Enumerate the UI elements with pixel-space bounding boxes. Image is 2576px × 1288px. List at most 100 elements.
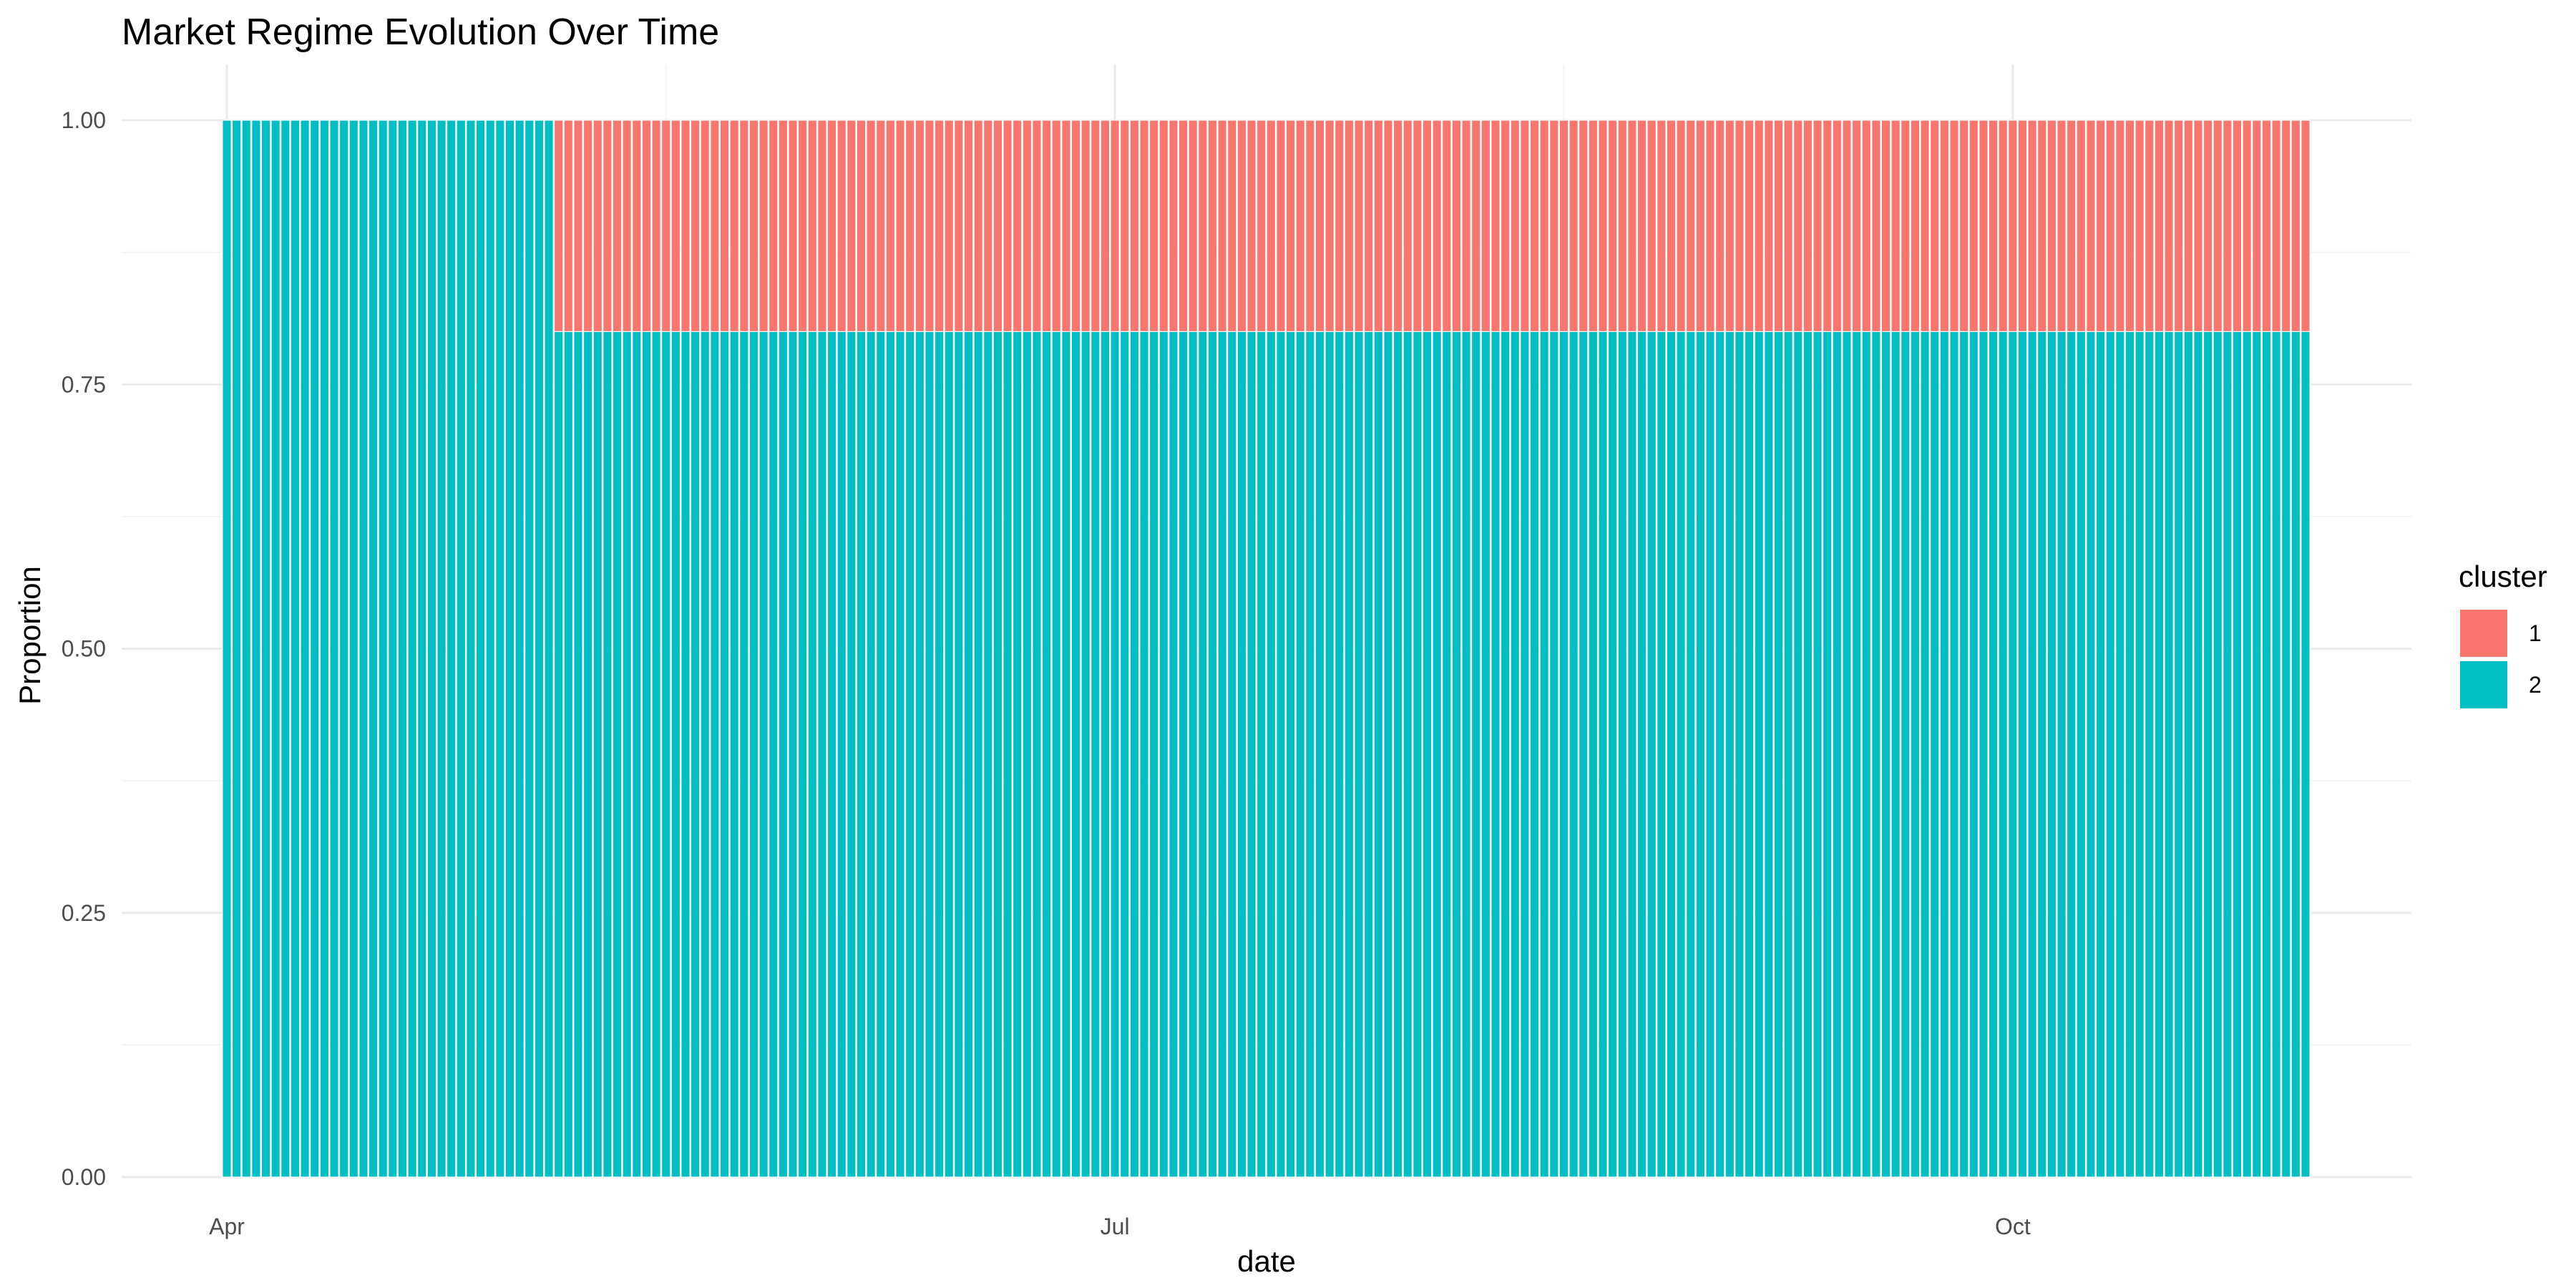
bar-segment-cluster-1 — [1939, 119, 1950, 332]
bar-segment-cluster-2 — [895, 331, 905, 1178]
bar-segment-cluster-1 — [1920, 119, 1930, 332]
bar-segment-cluster-1 — [1832, 119, 1843, 332]
bar-segment-cluster-2 — [1558, 331, 1569, 1178]
bar-segment-cluster-2 — [2223, 331, 2233, 1178]
bar-segment-cluster-2 — [866, 331, 876, 1178]
bar-segment-cluster-2 — [1636, 331, 1647, 1178]
bar-segment-cluster-2 — [1714, 331, 1725, 1178]
bar-segment-cluster-1 — [2212, 119, 2223, 332]
bar-segment-cluster-1 — [2124, 119, 2135, 332]
bar-segment-cluster-1 — [1636, 119, 1647, 332]
bar-segment-cluster-2 — [426, 119, 437, 1178]
bar-segment-cluster-1 — [1676, 119, 1686, 332]
legend-title: cluster — [2459, 560, 2547, 593]
bar-segment-cluster-2 — [983, 331, 993, 1178]
axes: 0.00 0.25 0.50 0.75 1.00 Apr Jul Oct — [62, 107, 2031, 1239]
bar-segment-cluster-2 — [1022, 331, 1033, 1178]
y-tick-label: 0.25 — [62, 900, 106, 926]
bar-segment-cluster-1 — [1080, 119, 1091, 332]
bar-segment-cluster-2 — [1744, 331, 1755, 1178]
bar-segment-cluster-1 — [1402, 119, 1413, 332]
bar-segment-cluster-1 — [973, 119, 983, 332]
bar-segment-cluster-2 — [1324, 331, 1335, 1178]
bar-segment-cluster-1 — [769, 119, 779, 332]
bar-segment-cluster-1 — [1588, 119, 1599, 332]
bar-segment-cluster-1 — [992, 119, 1003, 332]
bar-segment-cluster-2 — [2232, 331, 2243, 1178]
bar-segment-cluster-1 — [2154, 119, 2165, 332]
bar-segment-cluster-1 — [1686, 119, 1696, 332]
bar-segment-cluster-2 — [338, 119, 349, 1178]
bar-segment-cluster-2 — [1061, 331, 1071, 1178]
bar-segment-cluster-2 — [2008, 331, 2018, 1178]
bar-segment-cluster-2 — [1139, 331, 1149, 1178]
bar-segment-cluster-2 — [1217, 331, 1227, 1178]
bar-segment-cluster-1 — [1324, 119, 1335, 332]
bar-segment-cluster-1 — [2105, 119, 2115, 332]
bar-segment-cluster-1 — [1110, 119, 1120, 332]
bar-segment-cluster-2 — [1910, 331, 1921, 1178]
bar-segment-cluster-2 — [378, 119, 388, 1178]
bar-segment-cluster-1 — [729, 119, 739, 332]
bar-segment-cluster-2 — [1129, 331, 1140, 1178]
bar-segment-cluster-2 — [1617, 331, 1628, 1178]
bar-segment-cluster-2 — [778, 331, 789, 1178]
chart-title: Market Regime Evolution Over Time — [122, 11, 719, 53]
bar-segment-cluster-2 — [260, 119, 271, 1178]
bar-segment-cluster-1 — [1120, 119, 1130, 332]
bar-segment-cluster-2 — [934, 331, 945, 1178]
bar-segment-cluster-2 — [1568, 331, 1579, 1178]
bar-segment-cluster-2 — [660, 331, 671, 1178]
bar-segment-cluster-2 — [1402, 331, 1413, 1178]
bar-segment-cluster-1 — [2145, 119, 2155, 332]
bar-segment-cluster-2 — [2261, 331, 2272, 1178]
bar-segment-cluster-1 — [1851, 119, 1862, 332]
bar-segment-cluster-2 — [475, 119, 486, 1178]
bar-segment-cluster-1 — [2115, 119, 2125, 332]
bar-segment-cluster-2 — [1100, 331, 1111, 1178]
bar-segment-cluster-1 — [758, 119, 769, 332]
bar-segment-cluster-2 — [1314, 331, 1325, 1178]
bar-segment-cluster-2 — [1256, 331, 1267, 1178]
bar-segment-cluster-2 — [1890, 331, 1901, 1178]
bar-segment-cluster-1 — [2202, 119, 2213, 332]
bar-segment-cluster-1 — [553, 119, 564, 332]
bar-segment-cluster-1 — [876, 119, 886, 332]
bar-segment-cluster-1 — [1871, 119, 1881, 332]
bar-segment-cluster-2 — [2301, 331, 2311, 1178]
bar-segment-cluster-1 — [680, 119, 691, 332]
bar-segment-cluster-2 — [1520, 331, 1530, 1178]
bar-segment-cluster-2 — [1549, 331, 1559, 1178]
bar-segment-cluster-2 — [1335, 331, 1345, 1178]
bar-segment-cluster-1 — [748, 119, 759, 332]
bar-segment-cluster-2 — [2164, 331, 2174, 1178]
bar-segment-cluster-2 — [525, 119, 535, 1178]
bar-segment-cluster-2 — [2242, 331, 2252, 1178]
bar-segment-cluster-1 — [1929, 119, 1940, 332]
bar-segment-cluster-1 — [1335, 119, 1345, 332]
bar-segment-cluster-2 — [544, 119, 554, 1178]
bar-segment-cluster-2 — [2027, 331, 2037, 1178]
bar-segment-cluster-2 — [1363, 331, 1374, 1178]
bar-segment-cluster-1 — [592, 119, 603, 332]
y-tick-label: 0.75 — [62, 371, 106, 397]
bar-segment-cluster-1 — [2086, 119, 2096, 332]
bar-segment-cluster-1 — [1012, 119, 1023, 332]
bar-segment-cluster-2 — [1705, 331, 1715, 1178]
bar-segment-cluster-1 — [573, 119, 583, 332]
bar-segment-cluster-2 — [680, 331, 691, 1178]
bar-segment-cluster-2 — [2105, 331, 2115, 1178]
bar-segment-cluster-2 — [758, 331, 769, 1178]
bar-segment-cluster-2 — [563, 331, 574, 1178]
bar-segment-cluster-2 — [2124, 331, 2135, 1178]
bar-segment-cluster-2 — [1178, 331, 1189, 1178]
bar-segment-cluster-2 — [1783, 331, 1793, 1178]
bar-segment-cluster-1 — [1100, 119, 1111, 332]
bar-segment-cluster-2 — [1607, 331, 1618, 1178]
bar-segment-cluster-2 — [817, 331, 827, 1178]
bar-segment-cluster-1 — [1529, 119, 1540, 332]
bar-segment-cluster-2 — [1236, 331, 1247, 1178]
bar-segment-cluster-2 — [1491, 331, 1501, 1178]
y-tick-label: 0.00 — [62, 1164, 106, 1190]
bar-segment-cluster-2 — [700, 331, 711, 1178]
